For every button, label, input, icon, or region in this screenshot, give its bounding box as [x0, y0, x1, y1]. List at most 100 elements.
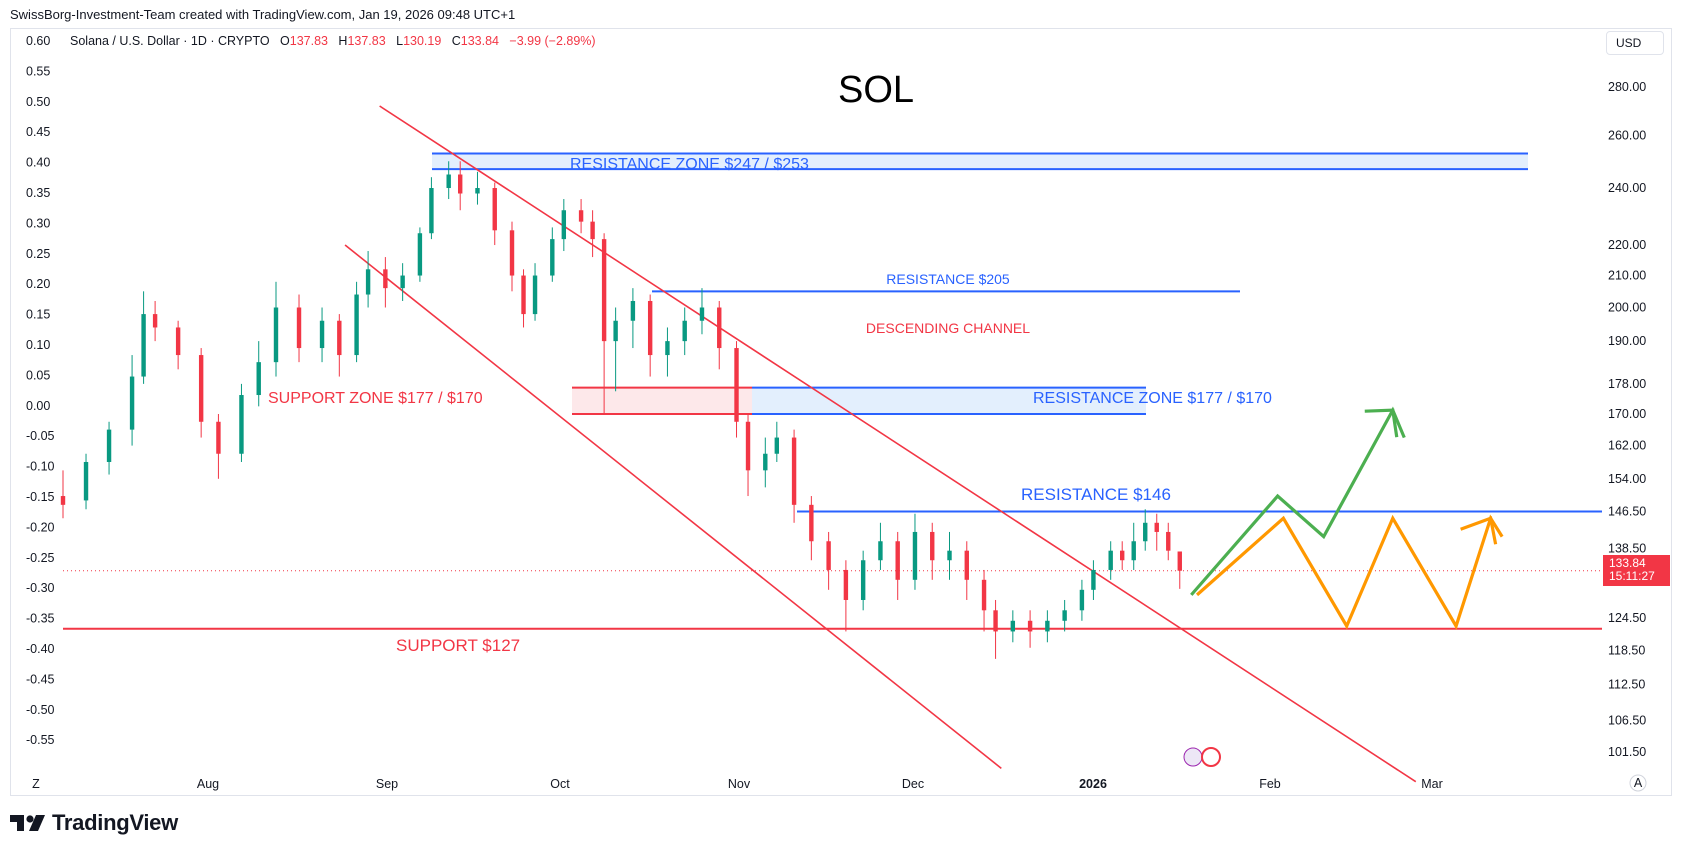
candle-body[interactable] [1108, 550, 1113, 570]
candle-body[interactable] [1131, 541, 1136, 561]
flag-event-icon[interactable] [1201, 747, 1221, 767]
candle-body[interactable] [826, 541, 831, 570]
projection-green-path[interactable] [1190, 406, 1406, 596]
candle-body[interactable] [446, 174, 451, 189]
candle-body[interactable] [1027, 620, 1033, 632]
candle-body[interactable] [578, 210, 584, 222]
candle-body[interactable] [1091, 569, 1096, 590]
candle-body[interactable] [273, 307, 279, 363]
candle-body[interactable] [152, 314, 158, 328]
left-axis-tick: -0.10 [26, 460, 55, 474]
candle-body[interactable] [365, 269, 371, 295]
candle-body[interactable] [532, 275, 538, 315]
level-label: DESCENDING CHANNEL [866, 320, 1030, 336]
candle-body[interactable] [763, 453, 768, 471]
candle-body[interactable] [60, 496, 66, 505]
left-axis-tick: -0.05 [26, 429, 55, 443]
candle-body[interactable] [930, 531, 935, 561]
open-label: O [280, 34, 290, 48]
candle-body[interactable] [475, 188, 480, 194]
auto-scale-icon[interactable] [1629, 774, 1647, 792]
left-axis-tick: 0.30 [26, 216, 50, 230]
candle-body[interactable] [521, 275, 526, 315]
left-axis-tick: 0.35 [26, 186, 50, 200]
candle-body[interactable] [417, 233, 423, 276]
candle-body[interactable] [774, 437, 780, 454]
candle-body[interactable] [1177, 551, 1182, 571]
channel-line[interactable] [379, 105, 1417, 783]
candle-body[interactable] [878, 541, 883, 561]
candle-body[interactable] [337, 320, 342, 356]
candle-body[interactable] [665, 341, 670, 356]
level-zone-fill [572, 387, 752, 415]
candle-body[interactable] [1166, 531, 1171, 551]
x-axis-tick: 2026 [1079, 777, 1107, 791]
candle-body[interactable] [964, 550, 969, 580]
candle-body[interactable] [354, 294, 359, 356]
candle-body[interactable] [319, 320, 325, 349]
event-icon[interactable] [1183, 747, 1203, 767]
candle-body[interactable] [682, 320, 687, 342]
level-label: SUPPORT $127 [396, 636, 520, 655]
candle-body[interactable] [458, 174, 463, 194]
candle-body[interactable] [216, 421, 221, 454]
candle-body[interactable] [83, 461, 89, 501]
candle-body[interactable] [860, 560, 866, 600]
change-value: −3.99 (−2.89%) [509, 34, 596, 48]
candle-body[interactable] [1079, 589, 1085, 611]
candle-body[interactable] [256, 362, 261, 396]
currency-button[interactable]: USD [1606, 31, 1664, 55]
candle-body[interactable] [613, 320, 618, 342]
last-price-tag: 133.84 15:11:27 [1603, 554, 1670, 586]
right-axis-tick: 260.00 [1608, 129, 1646, 143]
candle-body[interactable] [717, 307, 722, 349]
candle-body[interactable] [239, 395, 244, 454]
tradingview-logo[interactable]: TradingView [10, 810, 178, 836]
candle-body[interactable] [106, 429, 112, 462]
corner-right-button[interactable]: A [1634, 776, 1643, 790]
right-axis-tick: 220.00 [1608, 238, 1646, 252]
left-axis-tick: 0.25 [26, 247, 50, 261]
corner-left-button[interactable]: Z [32, 777, 40, 791]
candle-body[interactable] [296, 307, 302, 349]
candle-body[interactable] [947, 550, 952, 561]
candle-body[interactable] [509, 230, 515, 276]
candle-body[interactable] [129, 376, 135, 430]
candle-body[interactable] [400, 275, 405, 289]
candle-body[interactable] [895, 541, 900, 580]
candle-body[interactable] [175, 327, 181, 356]
candle-body[interactable] [993, 610, 998, 632]
candle-body[interactable] [550, 239, 555, 276]
candle-body[interactable] [141, 314, 146, 377]
candle-body[interactable] [1062, 610, 1067, 621]
candle-body[interactable] [601, 239, 607, 342]
candle-body[interactable] [429, 188, 434, 234]
symbol-legend: Solana / U.S. Dollar · 1D · CRYPTO O137.… [70, 34, 596, 48]
candle-body[interactable] [492, 188, 497, 231]
candle-body[interactable] [647, 300, 653, 356]
candle-body[interactable] [1154, 522, 1159, 532]
candle-body[interactable] [734, 348, 739, 422]
candle-body[interactable] [912, 531, 918, 580]
candle-body[interactable] [843, 569, 849, 600]
left-axis-tick: -0.55 [26, 733, 55, 747]
candle-body[interactable] [745, 421, 751, 471]
candle-body[interactable] [981, 579, 987, 611]
candle-body[interactable] [561, 210, 567, 240]
candle-body[interactable] [699, 307, 705, 321]
candle-body[interactable] [1045, 620, 1050, 632]
candle-body[interactable] [383, 269, 388, 289]
candle-body[interactable] [590, 221, 595, 240]
candle-body[interactable] [791, 437, 797, 505]
lines-layer [63, 105, 1602, 783]
candle-body[interactable] [198, 355, 204, 422]
candle-body[interactable] [1143, 522, 1148, 542]
candle-body[interactable] [809, 504, 814, 542]
candle-body[interactable] [630, 300, 636, 321]
channel-line[interactable] [344, 244, 1002, 769]
candle-body[interactable] [1120, 550, 1125, 561]
candle-body[interactable] [1010, 620, 1016, 632]
left-axis-tick: 0.60 [26, 34, 50, 48]
left-axis-tick: -0.50 [26, 703, 55, 717]
